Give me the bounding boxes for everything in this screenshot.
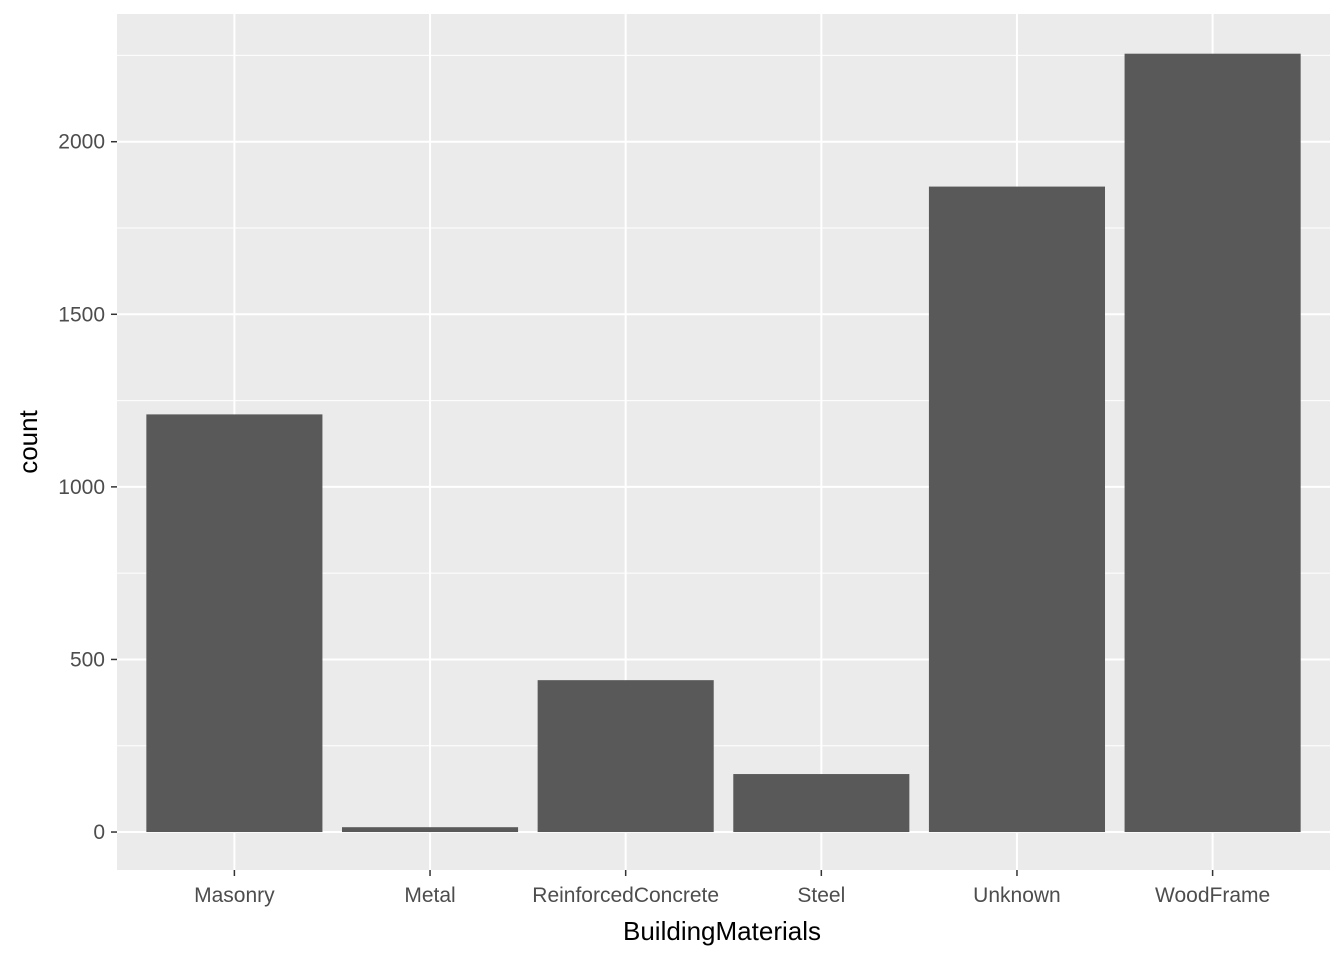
- x-axis-ticks: Masonry Metal ReinforcedConcrete Steel Unkno…: [194, 870, 1270, 907]
- y-tick-label: 1000: [58, 476, 105, 499]
- y-tick-label: 500: [70, 648, 105, 671]
- x-tick-label: Masonry: [194, 884, 275, 907]
- x-axis-title: BuildingMaterials: [623, 916, 821, 946]
- bar-steel: [733, 774, 910, 833]
- bar-masonry: [146, 414, 323, 833]
- x-tick-label: Unknown: [973, 884, 1061, 907]
- y-tick-label: 1500: [58, 303, 105, 326]
- y-axis-ticks: 0 500 1000 1500 2000: [58, 131, 117, 844]
- x-tick-label: Metal: [404, 884, 455, 907]
- x-tick-label: WoodFrame: [1155, 884, 1270, 907]
- y-tick-label: 0: [93, 821, 105, 844]
- bar-reinforcedconcrete: [537, 680, 714, 833]
- bar-woodframe: [1124, 53, 1301, 833]
- bars: [146, 53, 1301, 833]
- bar-metal: [341, 827, 519, 833]
- x-tick-label: Steel: [797, 884, 845, 907]
- bar-unknown: [928, 186, 1106, 833]
- x-tick-label: ReinforcedConcrete: [532, 884, 719, 907]
- y-axis-title: count: [13, 409, 43, 473]
- y-tick-label: 2000: [58, 131, 105, 154]
